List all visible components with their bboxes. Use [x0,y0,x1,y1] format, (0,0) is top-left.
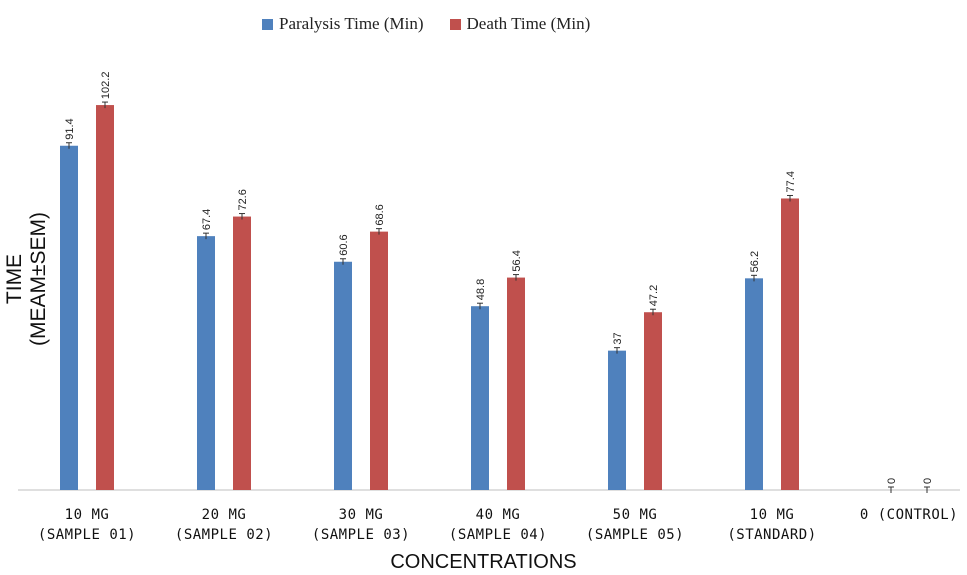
x-tick-label-3: 40 MG (SAMPLE 04) [423,505,573,545]
legend-label-death: Death Time (Min) [466,14,591,33]
x-tick-line1: 40 MG [475,507,521,523]
data-label-paralysis-3: 48.8 [475,279,487,300]
x-tick-label-6: 0 (CONTROL) [834,505,967,525]
x-tick-line2: (SAMPLE 04) [448,527,548,543]
x-tick-label-0: 10 MG (SAMPLE 01) [12,505,162,545]
x-tick-label-2: 30 MG (SAMPLE 03) [286,505,436,545]
x-axis-label: CONCENTRATIONS [390,551,577,573]
bar-paralysis-5 [745,278,763,490]
data-label-paralysis-4: 37 [612,332,624,344]
x-tick-line1: 10 MG [749,507,795,523]
bar-death-0 [96,105,114,490]
x-tick-line2: (STANDARD) [727,527,817,543]
data-label-death-6: 0 [922,478,934,484]
data-label-death-4: 47.2 [648,285,660,306]
bar-paralysis-2 [334,261,352,490]
x-tick-line1: 50 MG [612,507,658,523]
data-label-paralysis-2: 60.6 [338,234,350,255]
data-label-death-2: 68.6 [374,204,386,225]
x-tick-line1: 0 (CONTROL) [859,507,959,523]
bar-death-4 [644,312,662,490]
data-label-paralysis-6: 0 [886,478,898,484]
bar-paralysis-3 [471,306,489,490]
legend: Paralysis Time (Min) Death Time (Min) [262,14,616,34]
legend-item-paralysis: Paralysis Time (Min) [262,14,424,34]
x-tick-label-5: 10 MG (STANDARD) [697,505,847,545]
x-tick-line2: (SAMPLE 03) [311,527,411,543]
x-tick-line1: 10 MG [64,507,110,523]
bar-paralysis-1 [197,236,215,490]
data-label-death-0: 102.2 [100,72,112,100]
bar-death-1 [233,216,251,491]
data-label-paralysis-5: 56.2 [749,251,761,272]
bar-death-2 [370,231,388,491]
data-label-paralysis-0: 91.4 [64,118,76,139]
x-tick-line1: 30 MG [338,507,384,523]
bar-paralysis-0 [60,145,78,490]
legend-label-paralysis: Paralysis Time (Min) [279,14,424,33]
legend-swatch-paralysis [262,18,273,30]
data-label-paralysis-1: 67.4 [201,209,213,230]
x-tick-line1: 20 MG [201,507,247,523]
legend-item-death: Death Time (Min) [449,14,591,34]
bar-death-3 [507,277,525,490]
x-tick-label-4: 50 MG (SAMPLE 05) [560,505,710,545]
x-tick-line2: (SAMPLE 02) [174,527,274,543]
x-tick-line2: (SAMPLE 05) [585,527,685,543]
x-tick-line2: (SAMPLE 01) [37,527,137,543]
data-label-death-1: 72.6 [237,189,249,210]
bar-death-5 [781,198,799,490]
data-label-death-5: 77.4 [785,171,797,192]
data-label-death-3: 56.4 [511,250,523,271]
bar-paralysis-4 [608,350,626,490]
legend-swatch-death [449,18,461,30]
x-tick-label-1: 20 MG (SAMPLE 02) [149,505,299,545]
